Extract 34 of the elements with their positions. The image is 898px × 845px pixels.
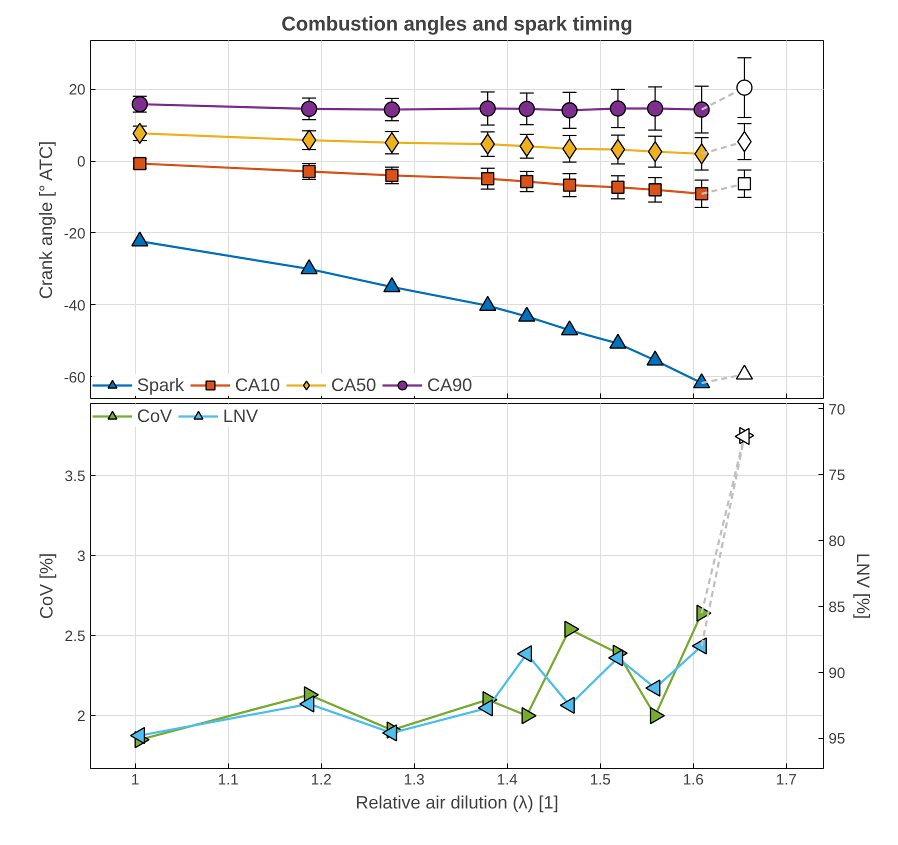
legend-label: LNV xyxy=(223,406,258,426)
y2-axis-title: LNV [%] xyxy=(853,552,874,620)
x-tick-label: 1 xyxy=(130,772,140,788)
y2-tick-label: 80 xyxy=(828,533,846,550)
y2-tick-label: 75 xyxy=(828,467,846,484)
legend-label: CA90 xyxy=(427,374,472,396)
y2-tick-label: 70 xyxy=(828,401,846,418)
y-tick-label: 3 xyxy=(77,548,86,566)
legend-label: CoV xyxy=(137,406,172,426)
y-tick-label: -20 xyxy=(64,225,86,242)
y-tick-label: 0 xyxy=(77,154,86,171)
y-tick-label: 2.5 xyxy=(64,628,86,646)
x-tick-label: 1.2 xyxy=(310,772,332,788)
y-tick-label: 2 xyxy=(77,708,86,726)
y-tick-label: 20 xyxy=(68,82,86,99)
y-tick-label: 3.5 xyxy=(64,468,86,486)
y-tick-label: -60 xyxy=(64,369,86,386)
y2-tick-label: 85 xyxy=(828,598,846,616)
y-axis-title: CoV [%] xyxy=(36,552,57,620)
chart-title: Combustion angles and spark timing xyxy=(281,14,633,36)
y2-tick-label: 95 xyxy=(828,730,846,748)
legend-label: CA50 xyxy=(331,374,376,396)
x-tick-label: 1.3 xyxy=(404,772,425,788)
x-tick-label: 1.4 xyxy=(496,772,518,788)
x-axis-title: Relative air dilution (λ) [1] xyxy=(355,792,559,812)
x-tick-label: 1.6 xyxy=(682,772,704,788)
legend-label: CA10 xyxy=(235,374,280,396)
y2-tick-label: 90 xyxy=(828,664,846,682)
x-tick-label: 1.1 xyxy=(218,772,239,788)
x-tick-label: 1.5 xyxy=(590,772,611,788)
x-tick-label: 1.7 xyxy=(776,772,797,788)
y-axis-title: Crank angle [° ATC] xyxy=(36,141,56,299)
legend-label: Spark xyxy=(137,374,184,396)
y-tick-label: -40 xyxy=(64,297,86,314)
